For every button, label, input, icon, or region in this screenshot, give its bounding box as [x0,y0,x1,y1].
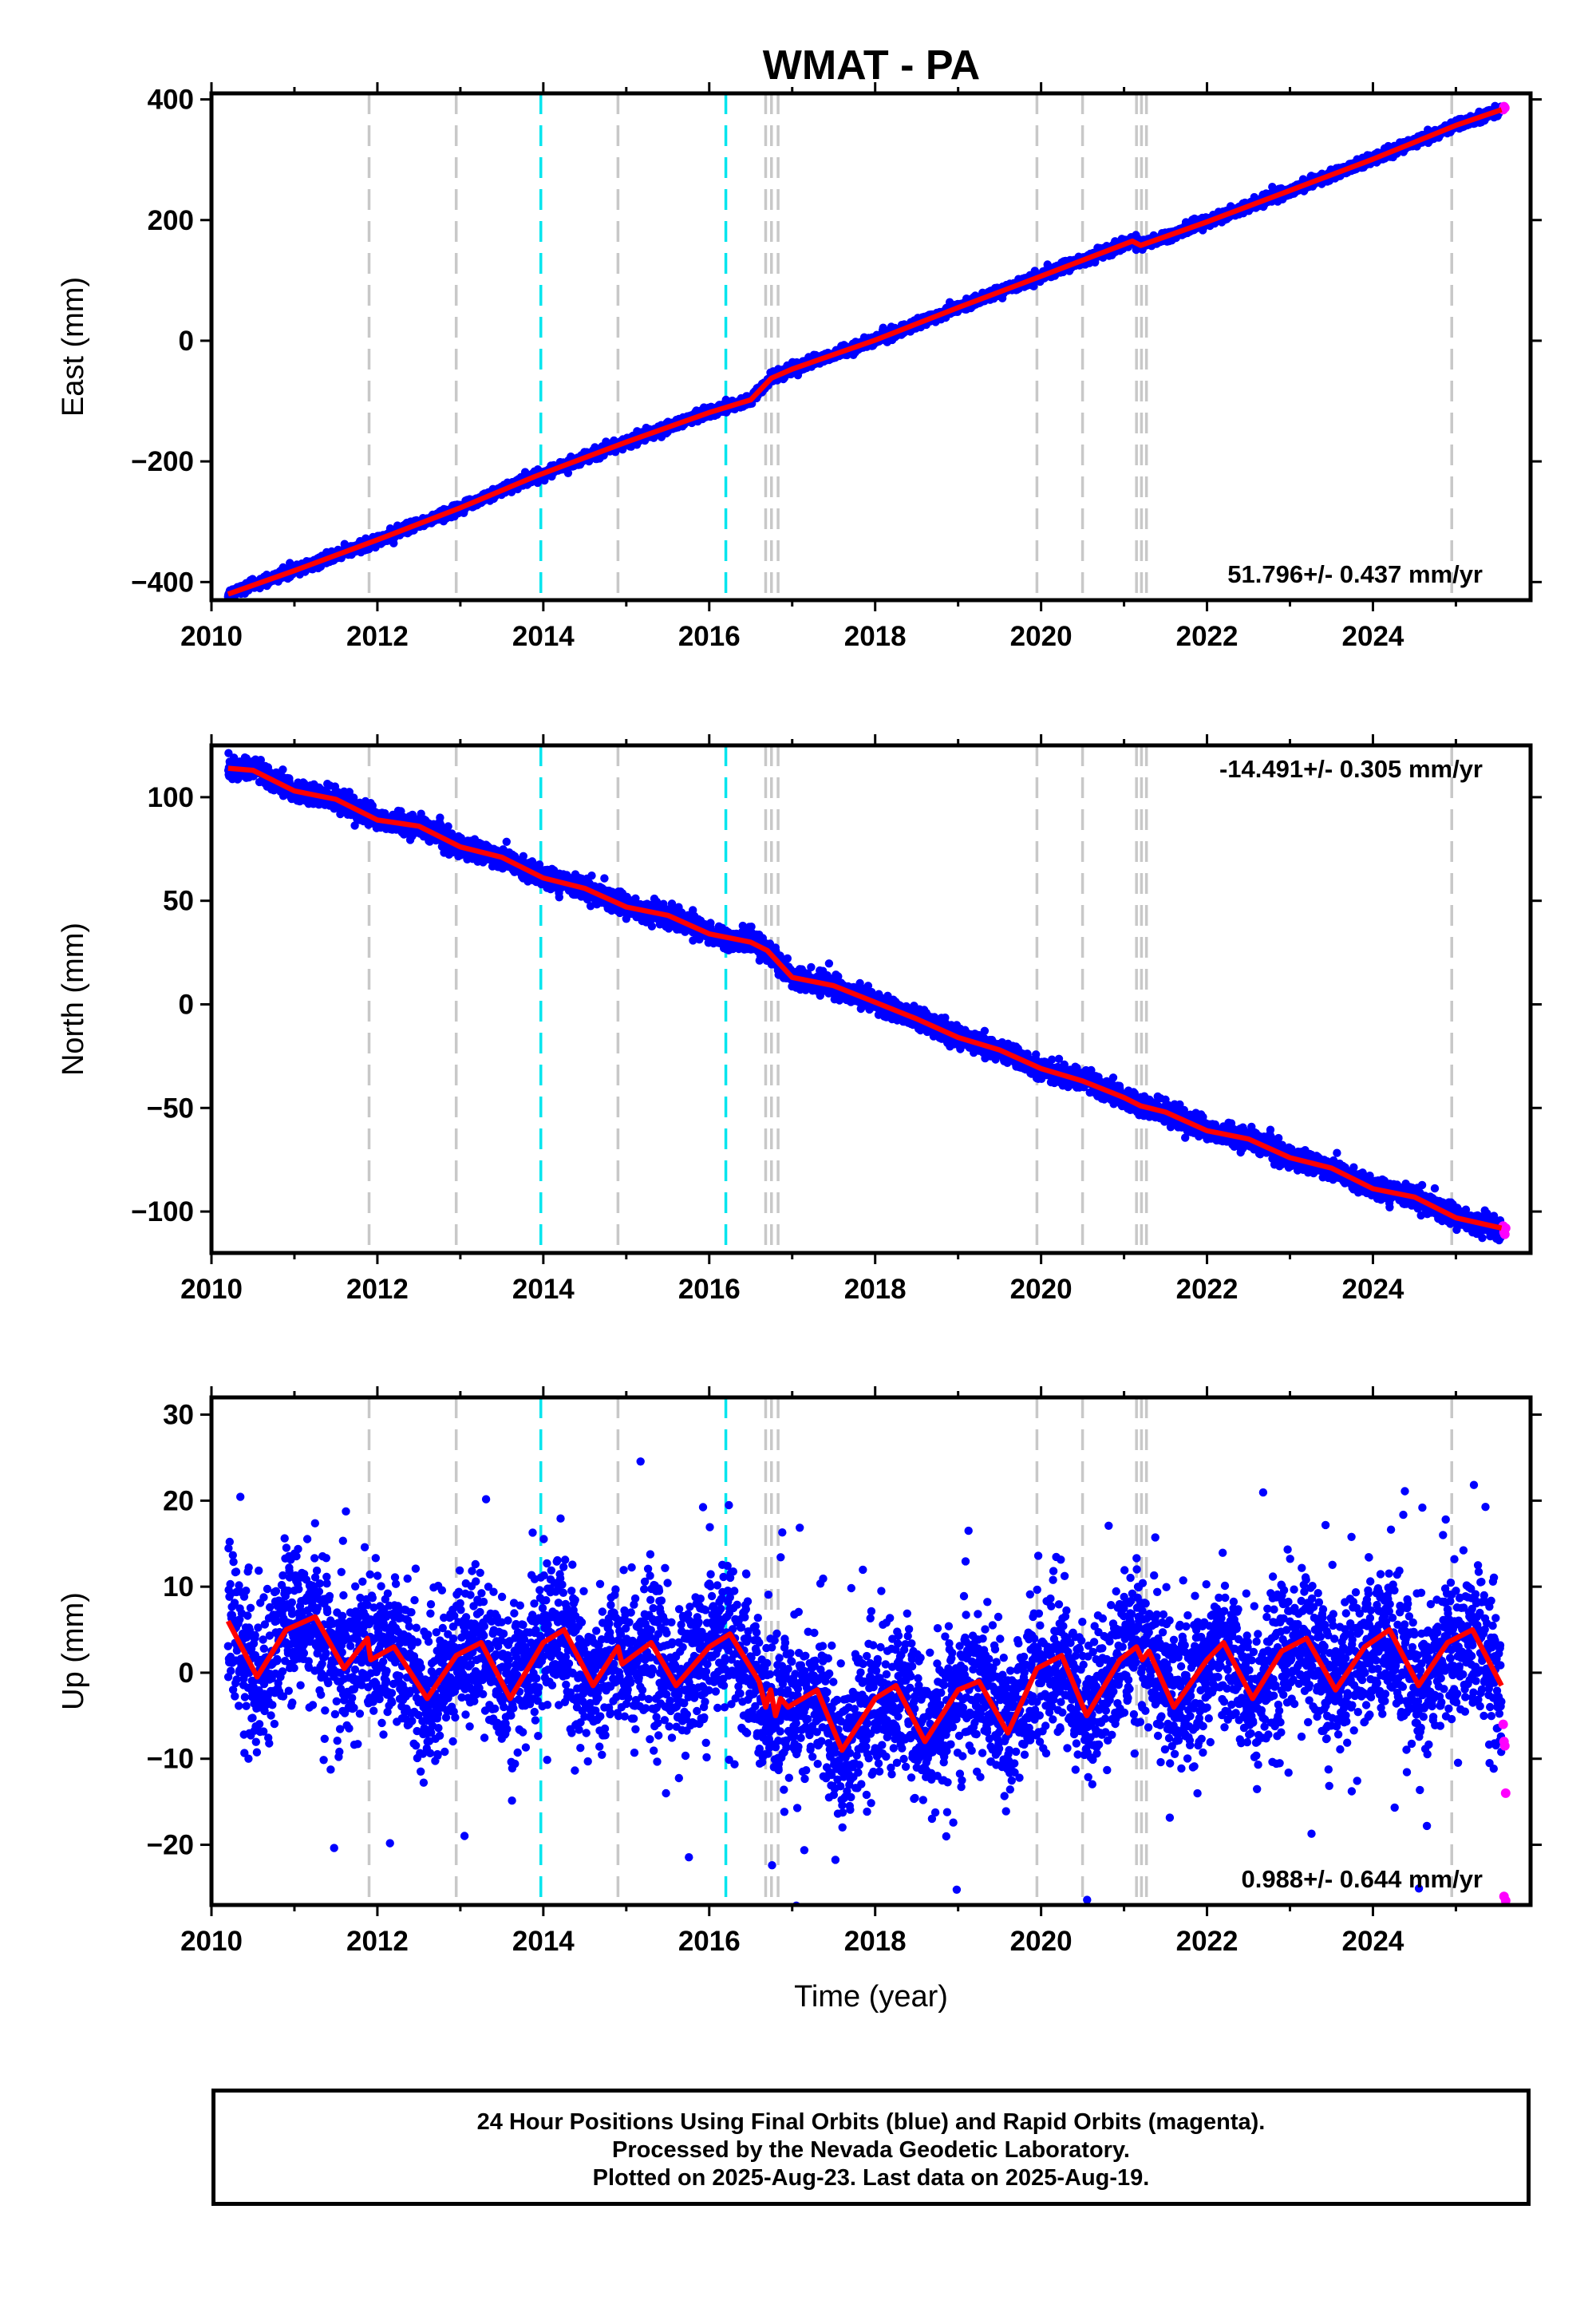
north-y-tick-label: 0 [179,989,194,1020]
north-x-tick-label: 2016 [678,1274,741,1305]
up-x-tick-label: 2024 [1342,1926,1404,1957]
up-y-tick-label: 10 [163,1571,194,1603]
north-x-tick-label: 2010 [180,1274,243,1305]
north-rate-label: -14.491+/- 0.305 mm/yr [1219,755,1483,783]
up-y-tick-label: −20 [147,1830,194,1861]
up-panel: −20 −10 0 10 20 30 2010 2012 2014 2016 2018 2020 202… [57,1386,1542,2014]
east-x-tick-label: 2018 [844,621,907,652]
up-x-tick-label: 2022 [1176,1926,1238,1957]
up-x-tick-label: 2010 [180,1926,243,1957]
north-x-tick-label: 2024 [1342,1274,1404,1305]
north-y-tick-label: −100 [131,1196,194,1227]
north-panel: −100 −50 0 50 100 2010 2012 2014 2016 2018 2020 202… [57,734,1542,1305]
footer-line-3: Plotted on 2025-Aug-23. Last data on 202… [215,2164,1527,2192]
north-y-tick-label: −50 [147,1093,194,1124]
north-rapid-orbit-point [1501,1223,1511,1233]
east-x-tick-label: 2020 [1010,621,1073,652]
up-x-tick-label: 2018 [844,1926,907,1957]
footer-caption-box: 24 Hour Positions Using Final Orbits (bl… [211,2089,1531,2206]
north-y-tick-label: 100 [148,782,194,813]
up-x-tick-label: 2020 [1010,1926,1073,1957]
footer-line-1: 24 Hour Positions Using Final Orbits (bl… [215,2109,1527,2136]
up-x-axis-label: Time (year) [794,1980,948,2014]
north-x-tick-label: 2012 [346,1274,409,1305]
north-x-tick-label: 2014 [512,1274,575,1305]
north-y-tick-label: 50 [163,886,194,917]
east-y-tick-label: −200 [131,446,194,477]
north-x-tick-label: 2020 [1010,1274,1073,1305]
up-rapid-orbit-point [1500,1741,1510,1751]
up-x-tick-label: 2012 [346,1926,409,1957]
east-y-tick-label: −400 [131,567,194,598]
up-rapid-orbit-point [1499,1720,1508,1729]
footer-line-2: Processed by the Nevada Geodetic Laborat… [215,2136,1527,2164]
east-rate-label: 51.796+/- 0.437 mm/yr [1227,560,1483,588]
east-y-tick-label: 400 [148,85,194,116]
east-x-tick-label: 2014 [512,621,575,652]
east-x-tick-label: 2024 [1342,621,1404,652]
east-y-axis-label: East (mm) [57,277,90,417]
north-x-tick-label: 2018 [844,1274,907,1305]
north-y-axis-label: North (mm) [57,923,90,1076]
up-y-tick-label: 0 [179,1658,194,1689]
east-y-tick-label: 200 [148,205,194,236]
up-y-tick-label: 20 [163,1485,194,1516]
east-x-tick-label: 2022 [1176,621,1238,652]
up-x-tick-label: 2014 [512,1926,575,1957]
up-y-axis-label: Up (mm) [57,1592,90,1710]
up-x-tick-label: 2016 [678,1926,741,1957]
up-y-tick-label: −10 [147,1744,194,1775]
up-rate-label: 0.988+/- 0.644 mm/yr [1242,1865,1483,1893]
east-x-tick-label: 2010 [180,621,243,652]
east-panel: −400 −200 0 200 400 2010 2012 2014 2016 2018 2020 2… [57,82,1542,652]
east-y-tick-label: 0 [179,326,194,357]
chart-title: WMAT - PA [763,42,980,89]
up-y-tick-label: 30 [163,1400,194,1431]
east-x-tick-label: 2016 [678,621,741,652]
north-x-tick-label: 2022 [1176,1274,1238,1305]
up-rapid-orbit-point [1501,1788,1511,1798]
east-x-tick-label: 2012 [346,621,409,652]
